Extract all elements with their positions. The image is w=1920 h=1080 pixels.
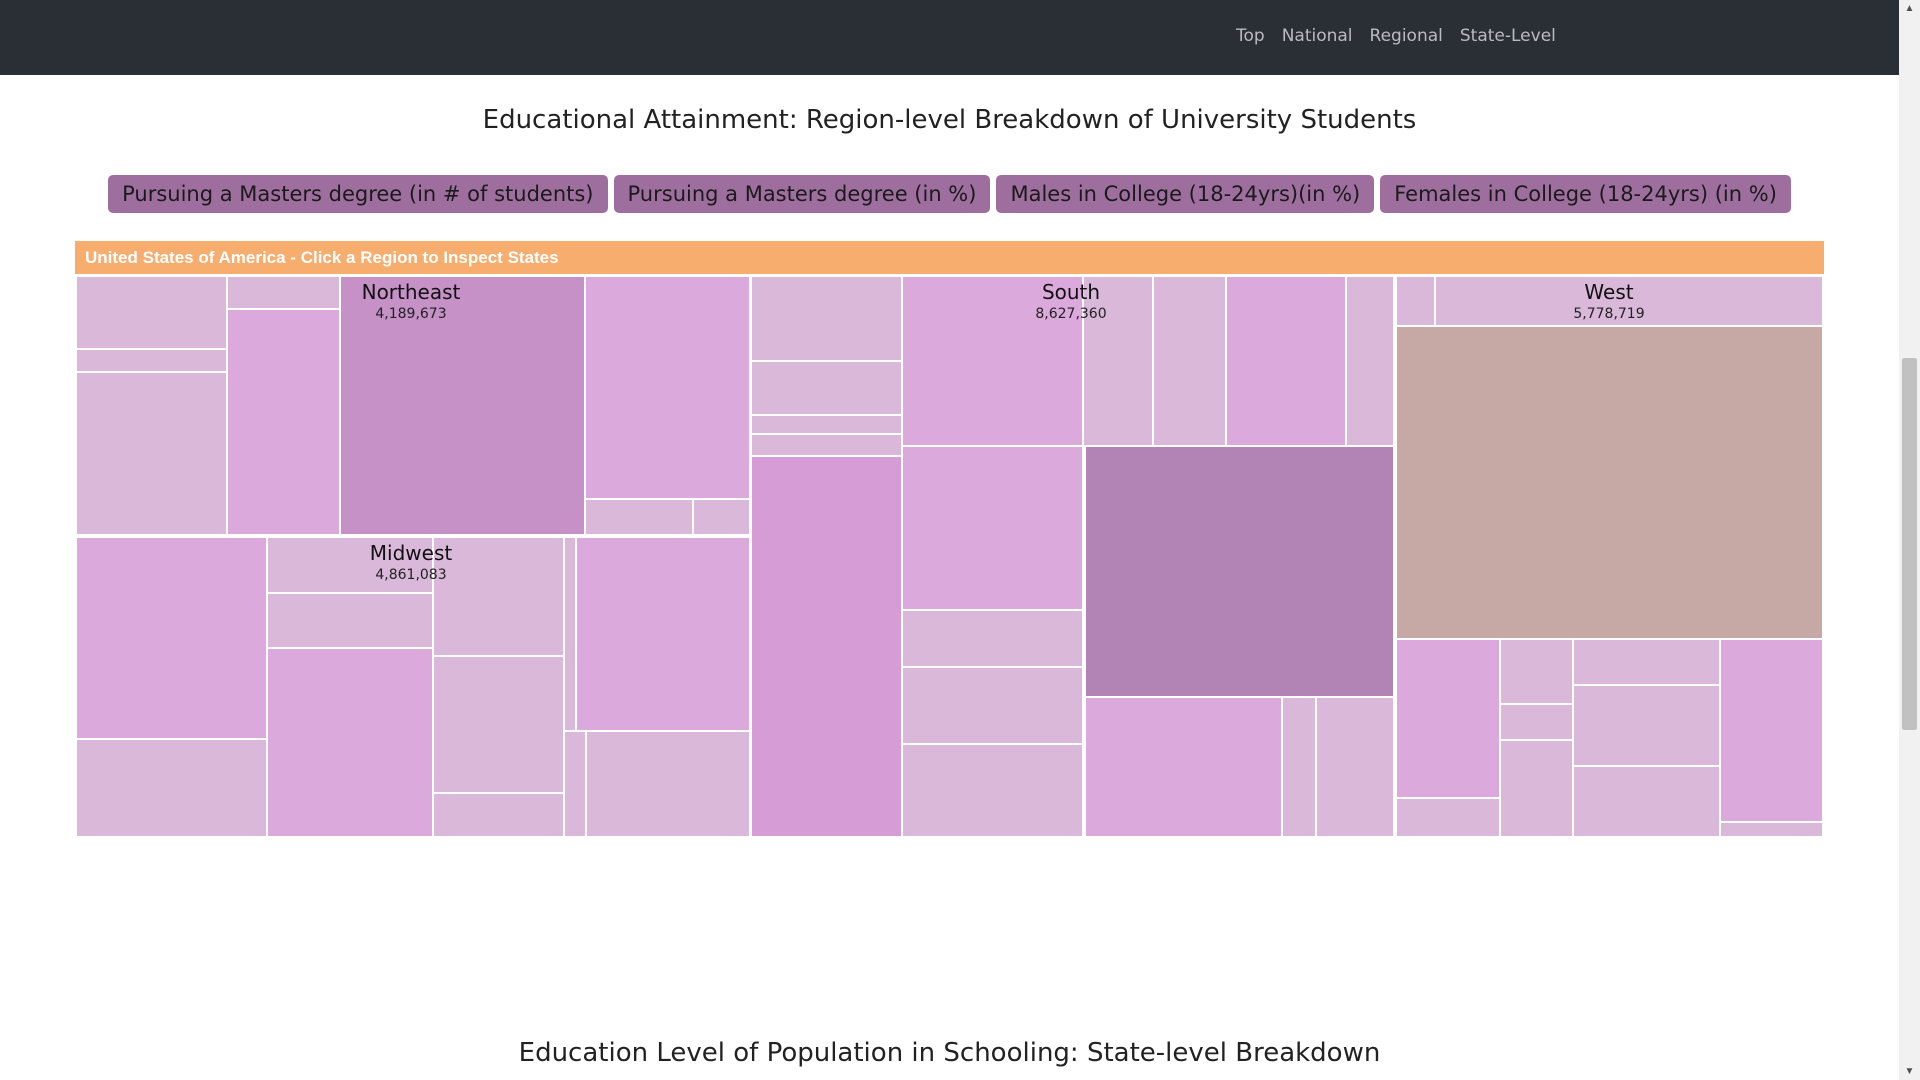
- state-tile[interactable]: [433, 793, 564, 838]
- state-tile[interactable]: [340, 275, 585, 536]
- state-tile[interactable]: [1435, 275, 1824, 326]
- region-label-west: West 5,778,719: [1499, 280, 1719, 322]
- region-value: 5,778,719: [1573, 306, 1645, 322]
- region-label-midwest: Midwest 4,861,083: [301, 541, 521, 583]
- state-tile[interactable]: [902, 610, 1083, 667]
- section-title-regional: Educational Attainment: Region-level Bre…: [482, 105, 1417, 135]
- state-tile[interactable]: [1573, 639, 1720, 685]
- state-tile[interactable]: [1500, 639, 1573, 704]
- region-name: South: [1041, 280, 1101, 304]
- region-label-northeast: Northeast 4,189,673: [301, 280, 521, 322]
- treemap-header[interactable]: United States of America - Click a Regio…: [75, 241, 1824, 274]
- state-tile[interactable]: [902, 667, 1083, 744]
- state-tile[interactable]: [1500, 704, 1573, 740]
- state-tile[interactable]: [1395, 326, 1824, 639]
- masters-percent-button[interactable]: Pursuing a Masters degree (in %): [613, 175, 991, 213]
- state-tile[interactable]: [585, 499, 693, 536]
- state-tile[interactable]: [1226, 275, 1346, 446]
- nav-link-national[interactable]: National: [1281, 26, 1353, 46]
- masters-count-button[interactable]: Pursuing a Masters degree (in # of stude…: [108, 175, 608, 213]
- state-tile[interactable]: [1083, 275, 1153, 446]
- region-name: Midwest: [369, 541, 453, 565]
- state-tile[interactable]: [902, 744, 1083, 838]
- nav-link-regional[interactable]: Regional: [1369, 26, 1443, 46]
- nav-link-state-level[interactable]: State-Level: [1459, 26, 1556, 46]
- state-tile[interactable]: [750, 456, 902, 838]
- state-tile[interactable]: [1085, 697, 1282, 838]
- nav-link-top[interactable]: Top: [1236, 26, 1265, 46]
- state-tile[interactable]: [1573, 685, 1720, 766]
- nav-links: Top National Regional State-Level: [1236, 26, 1573, 46]
- region-south[interactable]: [750, 275, 1395, 838]
- state-tile[interactable]: [902, 446, 1083, 610]
- males-college-button[interactable]: Males in College (18-24yrs)(in %): [996, 175, 1375, 213]
- state-tile[interactable]: [227, 309, 340, 536]
- scroll-up-icon[interactable]: ▲: [1904, 3, 1915, 14]
- region-value: 4,189,673: [375, 306, 447, 322]
- state-tile[interactable]: [433, 536, 564, 656]
- state-tile[interactable]: [1500, 740, 1573, 838]
- state-tile[interactable]: [433, 656, 564, 793]
- state-tile[interactable]: [750, 275, 902, 361]
- region-west[interactable]: [1395, 275, 1824, 838]
- metric-button-row: Pursuing a Masters degree (in # of stude…: [0, 175, 1899, 213]
- state-tile[interactable]: [576, 536, 751, 731]
- region-label-south: South 8,627,360: [961, 280, 1181, 322]
- state-tile[interactable]: [585, 275, 751, 499]
- scroll-down-icon[interactable]: ▼: [1904, 1066, 1915, 1077]
- state-tile[interactable]: [750, 361, 902, 415]
- region-value: 8,627,360: [1035, 306, 1107, 322]
- scroll-thumb[interactable]: [1902, 358, 1917, 730]
- page-scrollbar[interactable]: ▲ ▼: [1899, 0, 1920, 1080]
- region-name: Northeast: [361, 280, 461, 304]
- region-treemap: United States of America - Click a Regio…: [75, 241, 1824, 838]
- state-tile[interactable]: [586, 731, 751, 838]
- state-tile[interactable]: [1346, 275, 1395, 446]
- females-college-button[interactable]: Females in College (18-24yrs) (in %): [1380, 175, 1791, 213]
- top-navbar: Top National Regional State-Level: [0, 0, 1899, 75]
- state-tile[interactable]: [1395, 639, 1500, 798]
- state-tile[interactable]: [902, 275, 1083, 446]
- region-value: 4,861,083: [375, 567, 447, 583]
- state-tile[interactable]: [1153, 275, 1226, 446]
- treemap-body: Northeast 4,189,673 South 8,627,360 West…: [75, 275, 1824, 838]
- region-name: West: [1584, 280, 1634, 304]
- state-tile[interactable]: [1573, 766, 1720, 838]
- state-tile[interactable]: [267, 648, 433, 838]
- section-title-state-level: Education Level of Population in Schooli…: [518, 1038, 1381, 1068]
- state-tile[interactable]: [267, 593, 433, 648]
